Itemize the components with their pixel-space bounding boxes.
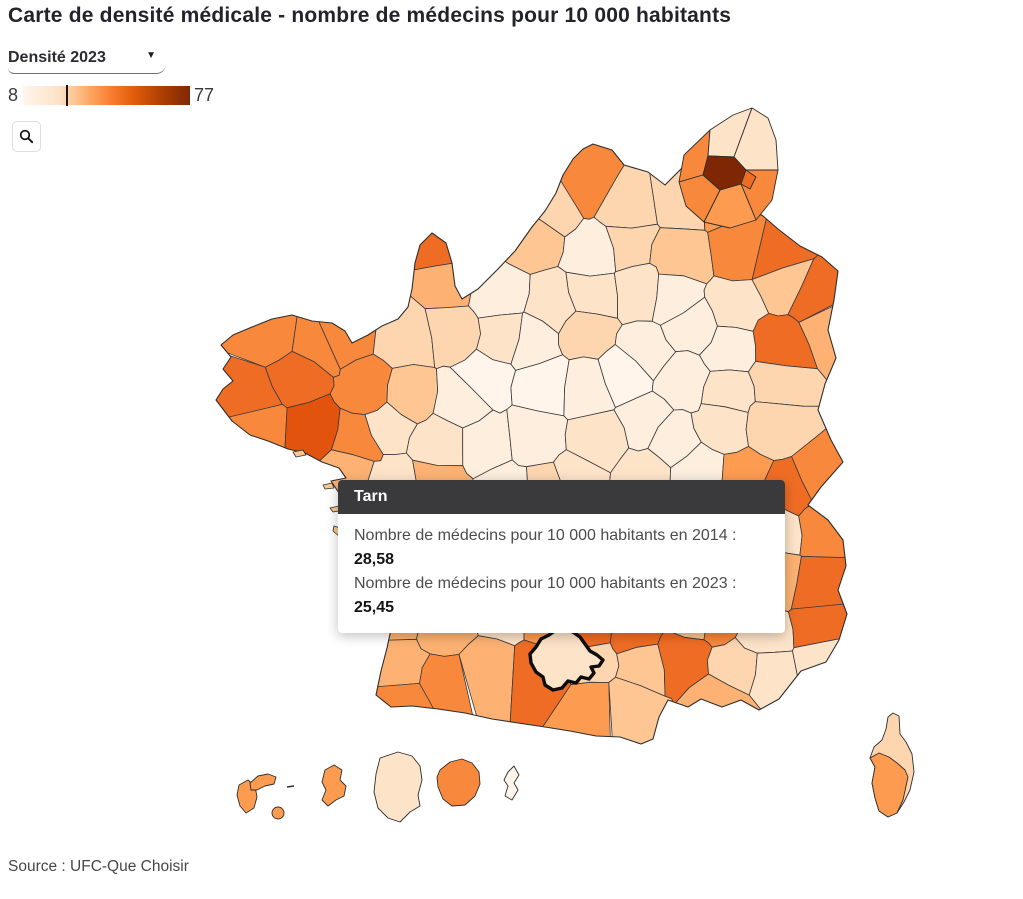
tooltip-line-label: Nombre de médecins pour 10 000 habitants… bbox=[354, 575, 737, 592]
legend: 8 77 bbox=[8, 84, 214, 106]
department-shape[interactable] bbox=[748, 361, 855, 407]
page-title: Carte de densité médicale - nombre de mé… bbox=[8, 4, 732, 27]
inset-reunion-shape[interactable] bbox=[436, 758, 481, 807]
tooltip-line-value: 25,45 bbox=[354, 599, 395, 616]
legend-current-value-tick bbox=[65, 84, 68, 106]
tooltip-title: Tarn bbox=[338, 480, 785, 514]
department-shape[interactable] bbox=[283, 393, 341, 488]
department-shape[interactable] bbox=[272, 638, 431, 691]
department-shape[interactable] bbox=[748, 650, 817, 783]
france-outline bbox=[215, 143, 848, 745]
inset-martinique-shape[interactable] bbox=[321, 764, 347, 807]
legend-gradient-bar bbox=[23, 84, 191, 106]
metric-select[interactable]: Densité 2023 ▼ bbox=[8, 46, 166, 74]
legend-min-label: 8 bbox=[8, 84, 19, 105]
inset-idf-department-shape[interactable] bbox=[740, 169, 757, 190]
tooltip-line-label: Nombre de médecins pour 10 000 habitants… bbox=[354, 527, 737, 544]
tooltip-line-value: 28,58 bbox=[354, 551, 395, 568]
inset-guadeloupe-island-shape bbox=[271, 806, 285, 820]
map-tooltip: Tarn Nombre de médecins pour 10 000 habi… bbox=[338, 480, 785, 633]
department-shape[interactable] bbox=[788, 591, 951, 649]
department-shape[interactable] bbox=[787, 166, 945, 323]
island-shape[interactable] bbox=[322, 482, 335, 490]
inset-guadeloupe-shape[interactable] bbox=[249, 773, 277, 791]
magnifier-icon bbox=[19, 129, 34, 144]
inset-guyane-shape[interactable] bbox=[373, 751, 423, 823]
tooltip-line: Nombre de médecins pour 10 000 habitants… bbox=[354, 524, 769, 572]
department-shape[interactable] bbox=[130, 404, 288, 560]
source-caption: Source : UFC-Que Choisir bbox=[8, 858, 189, 875]
inset-idf-department-shape[interactable] bbox=[678, 174, 721, 223]
inset-mayotte-shape[interactable] bbox=[503, 765, 520, 801]
department-shape[interactable] bbox=[443, 76, 585, 238]
island-shape[interactable] bbox=[292, 449, 307, 458]
department-shape[interactable] bbox=[309, 116, 491, 277]
inset-guadeloupe-islet bbox=[286, 785, 295, 788]
metric-select-value: Densité 2023 bbox=[8, 49, 106, 66]
department-shape[interactable] bbox=[614, 262, 660, 326]
department-shape[interactable] bbox=[790, 555, 944, 610]
map-zoom-button[interactable] bbox=[12, 121, 41, 152]
legend-max-label: 77 bbox=[194, 84, 215, 105]
tooltip-body: Nombre de médecins pour 10 000 habitants… bbox=[338, 514, 785, 633]
department-shape[interactable] bbox=[495, 681, 614, 840]
corse-du-sud-shape[interactable] bbox=[869, 752, 909, 818]
department-shape[interactable] bbox=[608, 676, 674, 835]
chevron-down-icon: ▼ bbox=[146, 50, 156, 61]
tooltip-line: Nombre de médecins pour 10 000 habitants… bbox=[354, 572, 769, 620]
